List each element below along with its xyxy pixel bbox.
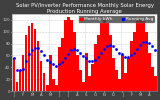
Bar <box>109 35 112 91</box>
Bar <box>34 29 36 91</box>
Bar <box>127 58 130 91</box>
Title: Solar PV/Inverter Performance Monthly Solar Energy Production Running Average: Solar PV/Inverter Performance Monthly So… <box>16 3 154 14</box>
Bar <box>70 20 72 91</box>
Bar <box>154 76 157 91</box>
Bar <box>112 58 115 91</box>
Bar <box>106 23 109 91</box>
Bar <box>124 73 127 91</box>
Bar <box>79 70 82 91</box>
Bar <box>16 82 18 91</box>
Bar <box>100 23 103 91</box>
Bar <box>118 79 121 91</box>
Bar <box>37 41 40 91</box>
Bar <box>130 41 133 91</box>
Bar <box>49 56 52 91</box>
Bar <box>73 32 76 91</box>
Bar <box>40 61 43 91</box>
Bar <box>76 56 79 91</box>
Bar <box>19 70 21 91</box>
Bar <box>25 35 28 91</box>
Bar <box>13 58 16 91</box>
Bar <box>55 85 57 91</box>
Bar <box>22 56 24 91</box>
Bar <box>31 23 33 91</box>
Bar <box>142 21 145 91</box>
Bar <box>58 47 60 91</box>
Bar <box>43 73 45 91</box>
Bar <box>46 85 48 91</box>
Bar <box>148 52 151 91</box>
Bar <box>28 26 30 91</box>
Bar <box>61 38 64 91</box>
Bar <box>52 79 55 91</box>
Bar <box>151 67 154 91</box>
Bar <box>103 20 106 91</box>
Bar <box>115 70 118 91</box>
Bar <box>97 35 100 91</box>
Bar <box>94 44 97 91</box>
Legend: Monthly kWh, Running Avg: Monthly kWh, Running Avg <box>79 16 155 23</box>
Bar <box>88 76 91 91</box>
Bar <box>91 64 94 91</box>
Bar <box>136 21 139 91</box>
Bar <box>121 56 124 91</box>
Bar <box>133 32 136 91</box>
Bar <box>145 32 148 91</box>
Bar <box>82 82 85 91</box>
Bar <box>139 19 142 91</box>
Bar <box>85 52 88 91</box>
Bar <box>67 17 70 91</box>
Bar <box>64 20 67 91</box>
